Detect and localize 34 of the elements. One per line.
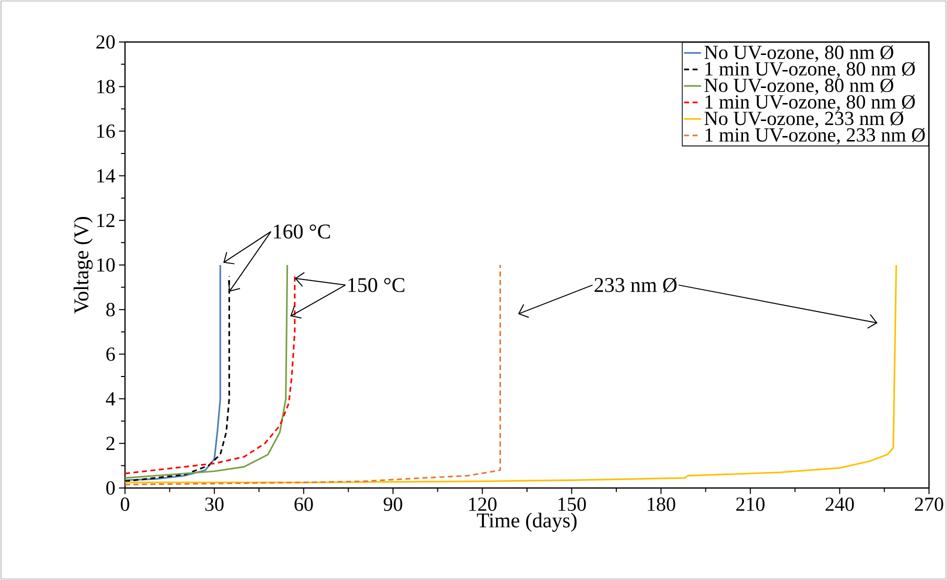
y-tick-label: 18 xyxy=(97,80,115,94)
x-tick-label: 0 xyxy=(120,498,130,511)
x-tick-label: 270 xyxy=(914,498,944,511)
annotation: 233 nm Ø xyxy=(594,278,677,292)
legend-label: 1 min UV-ozone, 80 nm Ø xyxy=(706,94,915,112)
x-tick-label: 180 xyxy=(648,498,676,511)
x-tick-label: 120 xyxy=(469,498,497,511)
x-tick-label: 240 xyxy=(826,498,854,511)
y-axis-title: Voltage (V) xyxy=(74,217,93,314)
legend-label: No UV-ozone, 233 nm Ø xyxy=(704,111,904,128)
y-tick-label: 4 xyxy=(106,392,116,406)
line-series xyxy=(124,264,898,484)
annotation: 150 °C xyxy=(348,278,404,292)
x-tick-label: 90 xyxy=(384,498,402,511)
legend-label: 1 min UV-ozone, 80 nm Ø xyxy=(706,62,915,78)
x-axis-title: Time (days) xyxy=(476,512,577,532)
x-tick-label: 30 xyxy=(205,498,224,511)
y-tick-label: 20 xyxy=(96,35,115,49)
y-tick-label: 6 xyxy=(106,347,115,361)
x-tick-label: 210 xyxy=(736,498,765,511)
x-tick-label: 150 xyxy=(558,498,586,511)
annotation: 160 °C xyxy=(274,224,330,239)
legend-label: No UV-ozone, 80 nm Ø xyxy=(704,45,894,62)
x-tick-label: 60 xyxy=(294,498,313,511)
y-tick-label: 2 xyxy=(106,436,114,450)
y-tick-label: 0 xyxy=(106,481,115,495)
line-series xyxy=(124,264,502,486)
y-tick-label: 8 xyxy=(106,302,115,316)
y-tick-label: 10 xyxy=(97,258,115,272)
legend-label: 1 min UV-ozone, 233 nm Ø xyxy=(706,128,925,145)
y-tick-label: 16 xyxy=(97,124,115,138)
legend-label: No UV-ozone, 80 nm Ø xyxy=(704,78,894,95)
y-tick-label: 12 xyxy=(97,214,114,227)
y-tick-label: 14 xyxy=(97,169,116,182)
